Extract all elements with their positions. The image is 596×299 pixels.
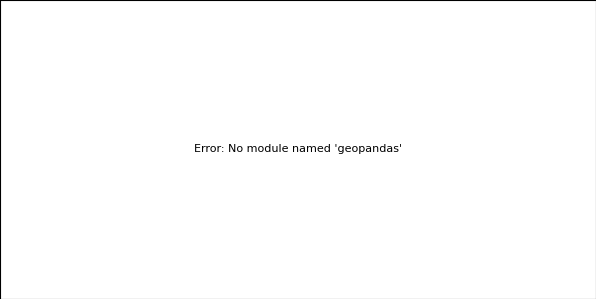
Text: Error: No module named 'geopandas': Error: No module named 'geopandas' [194, 144, 402, 155]
